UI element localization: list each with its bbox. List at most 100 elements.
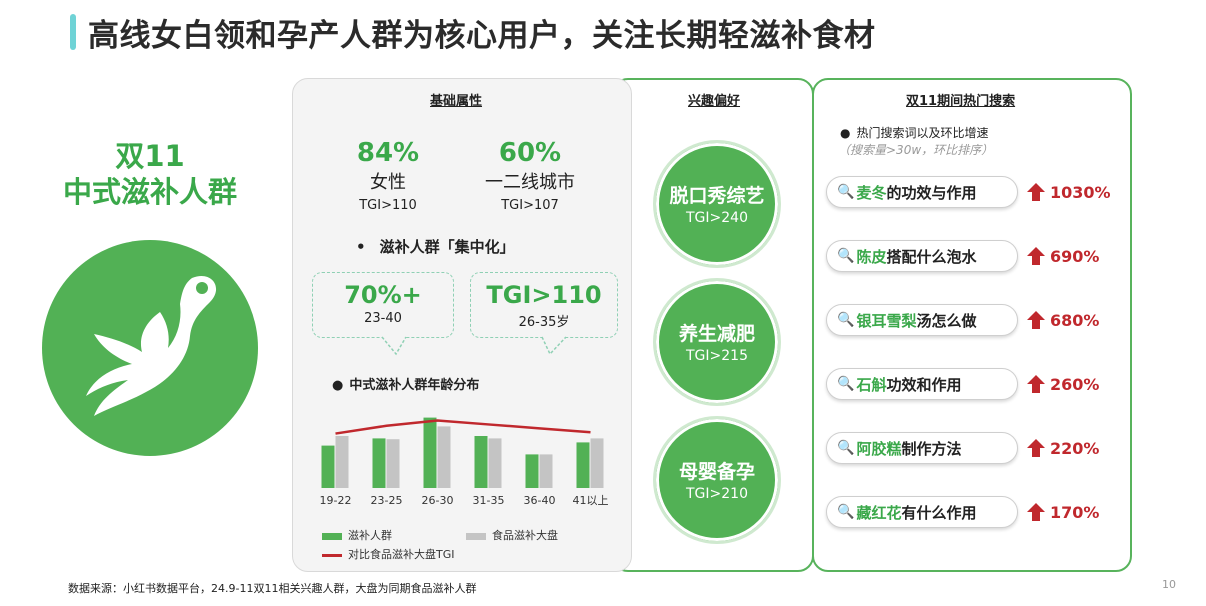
x-tick-label: 23-25 bbox=[371, 494, 403, 507]
search-term-highlight: 石斛 bbox=[856, 375, 887, 394]
x-tick-label: 41以上 bbox=[573, 494, 609, 507]
x-tick-label: 26-30 bbox=[422, 494, 454, 507]
legend-benchmark-label: 食品滋补大盘 bbox=[492, 529, 558, 542]
search-term-6[interactable]: 🔍 藏红花 有什么作用 bbox=[826, 496, 1018, 528]
x-tick-label: 31-35 bbox=[473, 494, 505, 507]
legend-swatch-gray bbox=[466, 532, 486, 540]
search-term-1[interactable]: 🔍 麦冬 的功效与作用 bbox=[826, 176, 1018, 208]
legend-target-label: 滋补人群 bbox=[348, 529, 392, 542]
up-arrow-icon bbox=[1027, 439, 1045, 457]
search-icon: 🔍 bbox=[837, 312, 855, 328]
search-term-rest: 搭配什么泡水 bbox=[886, 247, 977, 266]
city-value: 60% bbox=[498, 138, 562, 168]
page-title: 高线女白领和孕产人群为核心用户，关注长期轻滋补食材 bbox=[88, 18, 876, 54]
growth-rate-value: 680% bbox=[1050, 310, 1100, 330]
growth-rate-5: 220% bbox=[1026, 438, 1099, 458]
search-term-2[interactable]: 🔍 陈皮 搭配什么泡水 bbox=[826, 240, 1018, 272]
bubble-age-share: 70%+ 23-40 bbox=[312, 272, 454, 338]
bar-target-23-25 bbox=[372, 438, 386, 488]
bar-benchmark-31-35 bbox=[488, 438, 502, 488]
search-term-rest: 功效和作用 bbox=[886, 375, 962, 394]
city-tgi: TGI>107 bbox=[501, 198, 559, 213]
up-arrow-icon bbox=[1027, 183, 1045, 201]
growth-rate-value: 1030% bbox=[1050, 182, 1111, 202]
basic-heading: 基础属性 bbox=[430, 94, 483, 109]
bar-benchmark-41以上 bbox=[590, 438, 604, 488]
search-term-highlight: 陈皮 bbox=[856, 247, 887, 266]
up-arrow-icon bbox=[1027, 247, 1045, 265]
bar-benchmark-26-30 bbox=[437, 426, 451, 488]
growth-rate-value: 690% bbox=[1050, 246, 1100, 266]
search-icon: 🔍 bbox=[837, 184, 855, 200]
gender-value: 84% bbox=[356, 138, 420, 168]
gender-label: 女性 bbox=[370, 172, 406, 193]
concentration-bullet: • 滋补人群「集中化」 bbox=[356, 238, 515, 256]
interest-heading: 兴趣偏好 bbox=[688, 94, 741, 109]
title-accent-bar bbox=[70, 14, 76, 50]
bar-benchmark-19-22 bbox=[335, 436, 349, 488]
search-term-rest: 的功效与作用 bbox=[886, 183, 977, 202]
persona-title-line2: 中式滋补人群 bbox=[62, 175, 237, 209]
legend-tgi-label: 对比食品滋补大盘TGI bbox=[348, 548, 455, 561]
up-arrow-icon bbox=[1027, 311, 1045, 329]
bubble-tgi-value: TGI>110 bbox=[486, 281, 602, 309]
x-tick-label: 19-22 bbox=[320, 494, 352, 507]
interest-item-3-tgi: TGI>210 bbox=[686, 486, 748, 502]
growth-rate-value: 220% bbox=[1050, 438, 1100, 458]
up-arrow-icon bbox=[1027, 375, 1045, 393]
growth-rate-2: 690% bbox=[1026, 246, 1099, 266]
legend-swatch-red bbox=[322, 553, 342, 557]
up-arrow-icon bbox=[1027, 503, 1045, 521]
interest-item-1: 脱口秀综艺 TGI>240 bbox=[653, 140, 781, 268]
interest-item-2: 养生减肥 TGI>215 bbox=[653, 278, 781, 406]
interest-item-1-tgi: TGI>240 bbox=[686, 210, 748, 226]
data-source: 数据来源：小红书数据平台，24.9-11双11相关兴趣人群，大盘为同期食品滋补人… bbox=[68, 582, 477, 595]
legend-tgi: 对比食品滋补大盘TGI bbox=[322, 546, 455, 562]
search-icon: 🔍 bbox=[837, 504, 855, 520]
bar-target-31-35 bbox=[474, 436, 488, 488]
search-sub-heading: ● 热门搜索词以及环比增速 bbox=[840, 126, 989, 140]
city-label: 一二线城市 bbox=[485, 172, 575, 193]
search-term-3[interactable]: 🔍 银耳雪梨 汤怎么做 bbox=[826, 304, 1018, 336]
interest-item-3: 母婴备孕 TGI>210 bbox=[653, 416, 781, 544]
search-term-highlight: 麦冬 bbox=[856, 183, 887, 202]
growth-rate-value: 260% bbox=[1050, 374, 1100, 394]
chart-title-text: 中式滋补人群年龄分布 bbox=[349, 378, 480, 393]
concentration-text: 滋补人群「集中化」 bbox=[379, 238, 515, 256]
legend-target: 滋补人群 bbox=[322, 527, 392, 543]
bar-target-41以上 bbox=[576, 442, 590, 488]
search-term-5[interactable]: 🔍 阿胶糕 制作方法 bbox=[826, 432, 1018, 464]
persona-title-line1: 双11 bbox=[115, 139, 185, 173]
search-icon: 🔍 bbox=[837, 440, 855, 456]
search-term-highlight: 藏红花 bbox=[856, 503, 902, 522]
ginseng-icon bbox=[42, 240, 258, 456]
growth-rate-value: 170% bbox=[1050, 502, 1100, 522]
search-term-4[interactable]: 🔍 石斛 功效和作用 bbox=[826, 368, 1018, 400]
search-term-rest: 有什么作用 bbox=[901, 503, 977, 522]
legend-swatch-green bbox=[322, 532, 342, 540]
bar-target-36-40 bbox=[525, 454, 539, 488]
legend-benchmark: 食品滋补大盘 bbox=[466, 527, 558, 543]
search-icon: 🔍 bbox=[837, 376, 855, 392]
interest-item-2-name: 养生减肥 bbox=[678, 323, 755, 345]
bar-benchmark-36-40 bbox=[539, 454, 553, 488]
growth-rate-4: 260% bbox=[1026, 374, 1099, 394]
search-criteria: （搜索量>30w，环比排序） bbox=[838, 143, 994, 157]
age-distribution-chart: 19-22 23-25 26-30 31-35 36-40 41以上 bbox=[320, 417, 609, 507]
growth-rate-6: 170% bbox=[1026, 502, 1099, 522]
bubble-age-share-value: 70%+ bbox=[344, 281, 422, 309]
search-sub-heading-text: 热门搜索词以及环比增速 bbox=[856, 126, 989, 140]
persona-title: 双11 中式滋补人群 bbox=[30, 138, 270, 210]
bar-target-19-22 bbox=[321, 445, 335, 488]
chart-title: ● 中式滋补人群年龄分布 bbox=[332, 378, 480, 393]
bubble-tgi: TGI>110 26-35岁 bbox=[470, 272, 618, 338]
gender-tgi: TGI>110 bbox=[359, 198, 417, 213]
search-term-rest: 制作方法 bbox=[901, 439, 962, 458]
x-tick-label: 36-40 bbox=[524, 494, 556, 507]
bubble-tail-left bbox=[381, 336, 407, 356]
page-number: 10 bbox=[1162, 578, 1176, 591]
search-term-rest: 汤怎么做 bbox=[916, 311, 977, 330]
tgi-line bbox=[335, 419, 591, 435]
search-term-highlight: 阿胶糕 bbox=[856, 439, 902, 458]
interest-item-2-tgi: TGI>215 bbox=[686, 348, 748, 364]
